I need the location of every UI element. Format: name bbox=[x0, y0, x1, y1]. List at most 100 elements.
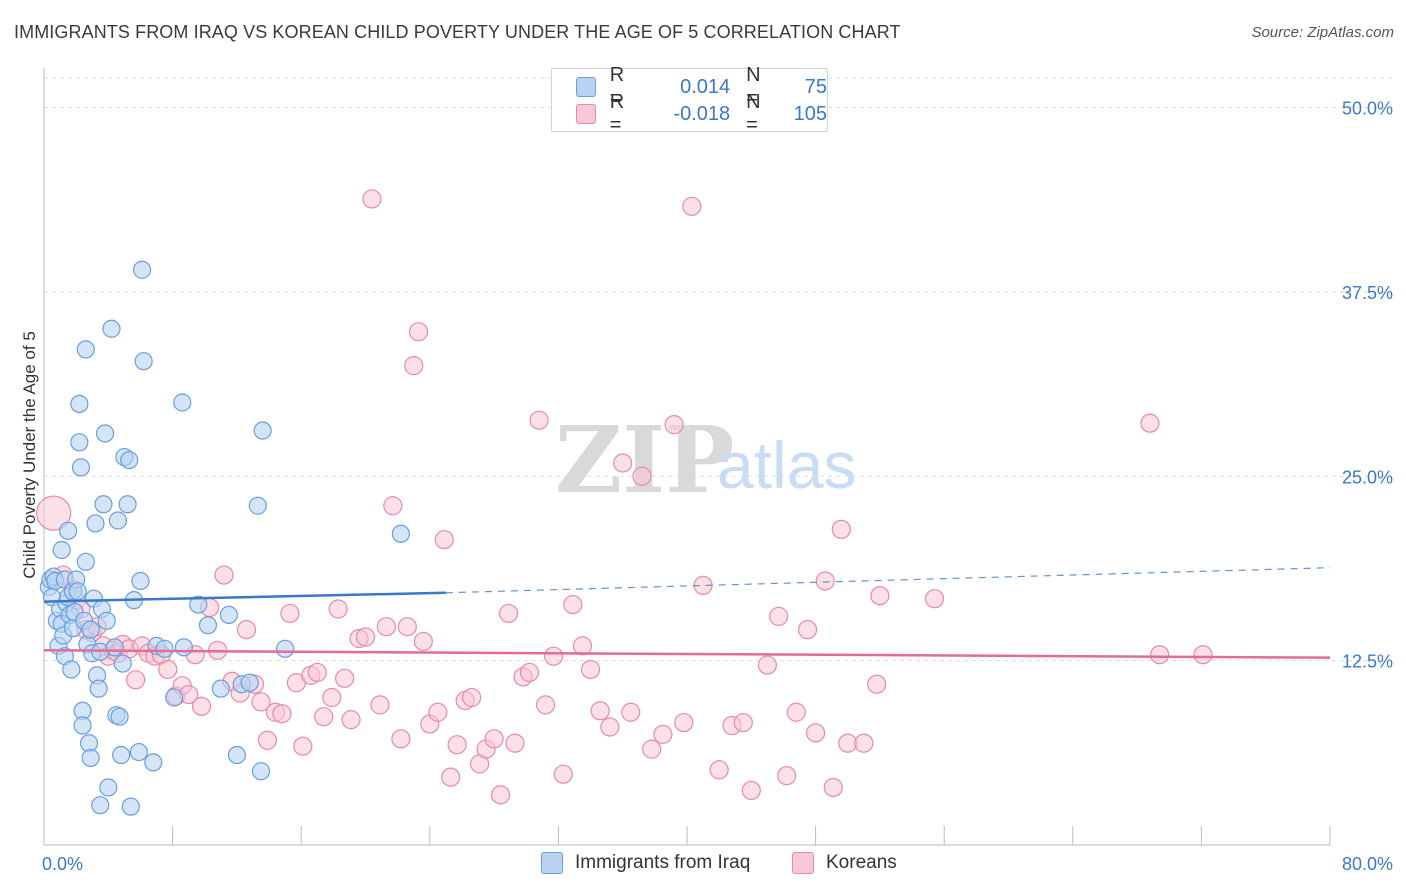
point-iraq bbox=[173, 393, 192, 412]
point-koreans bbox=[563, 594, 583, 615]
point-iraq bbox=[251, 762, 271, 781]
bottom-legend-koreans: Koreans bbox=[792, 852, 897, 874]
point-koreans bbox=[1193, 645, 1213, 665]
point-koreans bbox=[280, 603, 300, 624]
point-koreans bbox=[757, 655, 777, 675]
point-koreans bbox=[674, 712, 694, 733]
point-koreans bbox=[854, 733, 874, 753]
point-iraq bbox=[121, 797, 140, 816]
point-iraq bbox=[198, 616, 218, 635]
point-iraq bbox=[81, 620, 100, 639]
point-iraq bbox=[165, 688, 184, 707]
bottom-legend-label-koreans: Koreans bbox=[826, 852, 897, 873]
point-koreans bbox=[709, 760, 729, 780]
series-iraq bbox=[39, 260, 410, 816]
trend-line-koreans bbox=[43, 649, 1331, 659]
point-iraq bbox=[62, 660, 81, 679]
point-koreans bbox=[391, 729, 411, 749]
point-koreans bbox=[335, 668, 355, 688]
point-koreans bbox=[613, 453, 633, 473]
point-koreans bbox=[838, 733, 858, 753]
point-koreans bbox=[236, 620, 257, 640]
point-koreans bbox=[341, 710, 361, 730]
point-koreans bbox=[621, 702, 641, 722]
point-iraq bbox=[71, 458, 91, 477]
point-koreans bbox=[413, 631, 433, 652]
point-iraq bbox=[113, 654, 132, 673]
point-koreans bbox=[924, 589, 945, 609]
point-koreans bbox=[632, 466, 652, 486]
point-iraq bbox=[94, 495, 113, 514]
legend-r-label: R = bbox=[609, 64, 625, 109]
point-koreans bbox=[328, 599, 348, 619]
point-koreans bbox=[370, 695, 390, 715]
point-koreans bbox=[505, 733, 525, 753]
point-koreans bbox=[484, 729, 504, 749]
point-koreans bbox=[434, 530, 454, 550]
legend-r-value: 0.014 bbox=[680, 75, 731, 98]
point-iraq bbox=[132, 260, 152, 279]
point-koreans bbox=[257, 730, 278, 750]
point-koreans bbox=[733, 712, 753, 733]
point-koreans bbox=[314, 707, 334, 727]
point-iraq bbox=[108, 511, 128, 530]
point-iraq bbox=[97, 611, 116, 630]
point-iraq bbox=[110, 707, 129, 726]
point-iraq bbox=[73, 716, 92, 735]
point-koreans bbox=[823, 777, 843, 798]
source-label: Source: ZipAtlas.com bbox=[1251, 24, 1394, 41]
point-koreans bbox=[272, 704, 292, 724]
x-tick-label: 80.0% bbox=[1342, 854, 1393, 874]
point-koreans bbox=[580, 659, 601, 680]
point-koreans bbox=[543, 646, 564, 666]
watermark: ZIP atlas bbox=[555, 406, 856, 514]
point-koreans bbox=[1140, 413, 1160, 433]
axes bbox=[43, 68, 1331, 846]
point-iraq bbox=[70, 394, 89, 414]
point-koreans bbox=[741, 780, 761, 801]
point-koreans bbox=[191, 696, 212, 716]
point-koreans bbox=[376, 617, 396, 637]
point-koreans bbox=[36, 495, 72, 531]
point-koreans bbox=[397, 617, 417, 637]
point-koreans bbox=[362, 189, 382, 209]
point-koreans bbox=[441, 767, 461, 787]
point-koreans bbox=[519, 662, 540, 683]
legend-row-iraq: R = 0.014 N = 75 bbox=[552, 64, 828, 109]
point-koreans bbox=[805, 723, 826, 743]
point-koreans bbox=[408, 322, 429, 342]
point-iraq bbox=[52, 540, 71, 560]
point-koreans bbox=[664, 415, 684, 435]
point-koreans bbox=[293, 736, 313, 756]
series-koreans bbox=[36, 189, 1213, 805]
point-koreans bbox=[769, 606, 789, 626]
point-koreans bbox=[307, 662, 327, 683]
point-iraq bbox=[219, 605, 238, 625]
legend-n-value: 75 bbox=[804, 75, 828, 98]
point-iraq bbox=[118, 495, 137, 514]
y-tick-label: 37.5% bbox=[1342, 283, 1393, 303]
point-iraq bbox=[131, 571, 150, 591]
y-axis-label: Child Poverty Under the Age of 5 bbox=[20, 331, 39, 579]
legend: R = 0.014 N = 75 R = -0.018 N = 105 bbox=[551, 64, 828, 136]
point-iraq bbox=[95, 424, 115, 443]
point-iraq bbox=[68, 582, 87, 601]
watermark-atlas: atlas bbox=[717, 428, 856, 502]
point-koreans bbox=[461, 687, 482, 708]
point-koreans bbox=[214, 565, 234, 585]
legend-n-label: N = bbox=[746, 91, 761, 136]
point-koreans bbox=[600, 717, 620, 737]
x-tick-label: 0.0% bbox=[42, 854, 83, 874]
legend-swatch-iraq bbox=[576, 77, 596, 97]
point-iraq bbox=[134, 352, 153, 371]
tick-labels: 12.5% 25.0% 37.5% 50.0% 0.0% 80.0% bbox=[42, 99, 1393, 875]
trend-lines bbox=[43, 567, 1331, 659]
grid-lines bbox=[44, 77, 1392, 662]
point-iraq bbox=[211, 679, 230, 698]
point-koreans bbox=[590, 701, 610, 721]
y-tick-label: 12.5% bbox=[1342, 652, 1393, 672]
y-tick-label: 25.0% bbox=[1342, 467, 1393, 487]
point-koreans bbox=[251, 692, 271, 712]
point-koreans bbox=[447, 735, 467, 755]
point-koreans bbox=[322, 687, 342, 708]
